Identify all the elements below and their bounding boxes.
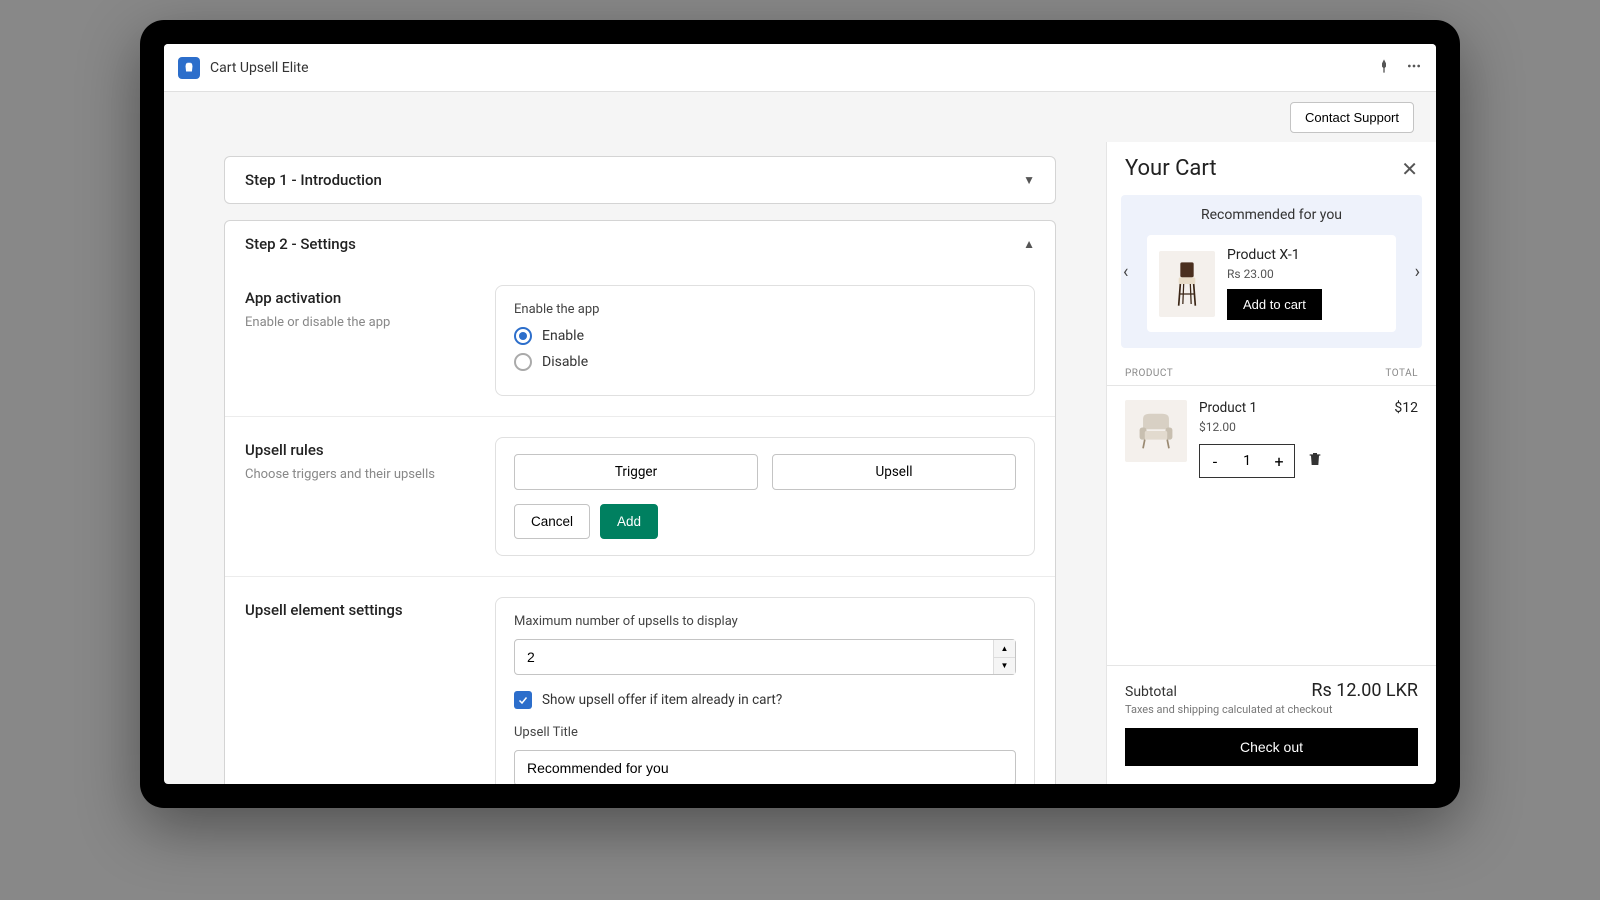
trash-icon[interactable] (1307, 451, 1323, 471)
carousel-next-icon[interactable]: › (1411, 257, 1424, 286)
radio-enable[interactable]: Enable (514, 327, 1016, 345)
reco-title: Recommended for you (1131, 207, 1412, 223)
section-element-settings: Upsell element settings Maximum number o… (225, 576, 1055, 784)
recommendation-box: Recommended for you ‹ › (1121, 195, 1422, 348)
app-logo-icon (178, 57, 200, 79)
qty-increase-button[interactable]: + (1264, 445, 1294, 477)
col-total: TOTAL (1385, 368, 1418, 379)
element-title: Upsell element settings (245, 601, 475, 619)
rule-box: Trigger Upsell Cancel Add (514, 454, 1016, 539)
step2-header[interactable]: Step 2 - Settings ▲ (225, 221, 1055, 267)
laptop-frame: Cart Upsell Elite Contact Support Step 1… (140, 20, 1460, 808)
reco-product-name: Product X-1 (1227, 247, 1384, 263)
cancel-button[interactable]: Cancel (514, 504, 590, 539)
step1-accordion: Step 1 - Introduction ▼ (224, 156, 1056, 204)
contact-support-button[interactable]: Contact Support (1290, 102, 1414, 133)
cart-table-header: PRODUCT TOTAL (1107, 362, 1436, 386)
item-name: Product 1 (1199, 400, 1382, 416)
item-total: $12 (1394, 400, 1418, 478)
item-image (1125, 400, 1187, 462)
pin-icon[interactable] (1376, 58, 1392, 78)
show-in-cart-label: Show upsell offer if item already in car… (542, 692, 782, 708)
main-area: Step 1 - Introduction ▼ Step 2 - Setting… (164, 142, 1436, 784)
toolbar: Contact Support (164, 92, 1436, 142)
activation-title: App activation (245, 289, 475, 307)
quantity-stepper: - 1 + (1199, 444, 1295, 478)
element-card: Maximum number of upsells to display ▲ ▼ (495, 597, 1035, 784)
chevron-down-icon: ▼ (1023, 173, 1035, 187)
section-activation: App activation Enable or disable the app… (225, 273, 1055, 408)
step2-body: App activation Enable or disable the app… (225, 267, 1055, 784)
step2-title: Step 2 - Settings (245, 235, 356, 253)
app-title: Cart Upsell Elite (210, 60, 1376, 76)
cart-header: Your Cart ✕ (1107, 142, 1436, 191)
step1-title: Step 1 - Introduction (245, 171, 382, 189)
radio-icon (514, 353, 532, 371)
qty-value: 1 (1230, 453, 1264, 469)
cart-item: Product 1 $12.00 - 1 + (1125, 400, 1418, 478)
product-image (1159, 251, 1215, 317)
radio-icon (514, 327, 532, 345)
rules-title: Upsell rules (245, 441, 475, 459)
max-upsells-input[interactable] (514, 639, 1016, 675)
section-upsell-rules: Upsell rules Choose triggers and their u… (225, 416, 1055, 568)
col-product: PRODUCT (1125, 368, 1173, 379)
activation-card: Enable the app Enable Disable (495, 285, 1035, 396)
radio-disable[interactable]: Disable (514, 353, 1016, 371)
spinner-up-icon[interactable]: ▲ (994, 640, 1015, 658)
armchair-icon (1134, 412, 1178, 450)
cart-title: Your Cart (1125, 156, 1217, 181)
titlebar: Cart Upsell Elite (164, 44, 1436, 92)
chair-icon (1170, 259, 1204, 309)
close-icon[interactable]: ✕ (1401, 157, 1418, 181)
max-upsells-label: Maximum number of upsells to display (514, 614, 1016, 629)
radio-disable-label: Disable (542, 354, 588, 370)
tax-note: Taxes and shipping calculated at checkou… (1125, 703, 1418, 716)
app-screen: Cart Upsell Elite Contact Support Step 1… (164, 44, 1436, 784)
add-to-cart-button[interactable]: Add to cart (1227, 289, 1322, 320)
carousel-prev-icon[interactable]: ‹ (1119, 257, 1132, 286)
subtotal-value: Rs 12.00 LKR (1311, 680, 1418, 701)
step2-accordion: Step 2 - Settings ▲ App activation Enabl… (224, 220, 1056, 784)
rules-card: Trigger Upsell Cancel Add (495, 437, 1035, 556)
step1-header[interactable]: Step 1 - Introduction ▼ (225, 157, 1055, 203)
cart-preview: Your Cart ✕ Recommended for you ‹ › (1106, 142, 1436, 784)
checkbox-icon (514, 691, 532, 709)
activation-label: Enable the app (514, 302, 1016, 317)
qty-decrease-button[interactable]: - (1200, 445, 1230, 477)
activation-desc: Enable or disable the app (245, 315, 475, 330)
add-button[interactable]: Add (600, 504, 658, 539)
checkout-button[interactable]: Check out (1125, 728, 1418, 766)
item-price: $12.00 (1199, 420, 1382, 434)
cart-footer: Subtotal Rs 12.00 LKR Taxes and shipping… (1107, 665, 1436, 784)
subtotal-label: Subtotal (1125, 684, 1177, 700)
radio-enable-label: Enable (542, 328, 584, 344)
upsell-title-label: Upsell Title (514, 725, 1016, 740)
upsell-title-input[interactable] (514, 750, 1016, 784)
spinner-down-icon[interactable]: ▼ (994, 658, 1015, 675)
settings-column: Step 1 - Introduction ▼ Step 2 - Setting… (164, 142, 1106, 784)
reco-product-price: Rs 23.00 (1227, 267, 1384, 281)
show-in-cart-checkbox[interactable]: Show upsell offer if item already in car… (514, 691, 1016, 709)
upsell-select[interactable]: Upsell (772, 454, 1016, 490)
chevron-up-icon: ▲ (1023, 237, 1035, 251)
more-icon[interactable] (1406, 58, 1422, 78)
number-spinner: ▲ ▼ (993, 640, 1015, 674)
trigger-select[interactable]: Trigger (514, 454, 758, 490)
rules-desc: Choose triggers and their upsells (245, 467, 475, 482)
reco-card: Product X-1 Rs 23.00 Add to cart (1147, 235, 1396, 332)
cart-items: Product 1 $12.00 - 1 + (1107, 386, 1436, 665)
